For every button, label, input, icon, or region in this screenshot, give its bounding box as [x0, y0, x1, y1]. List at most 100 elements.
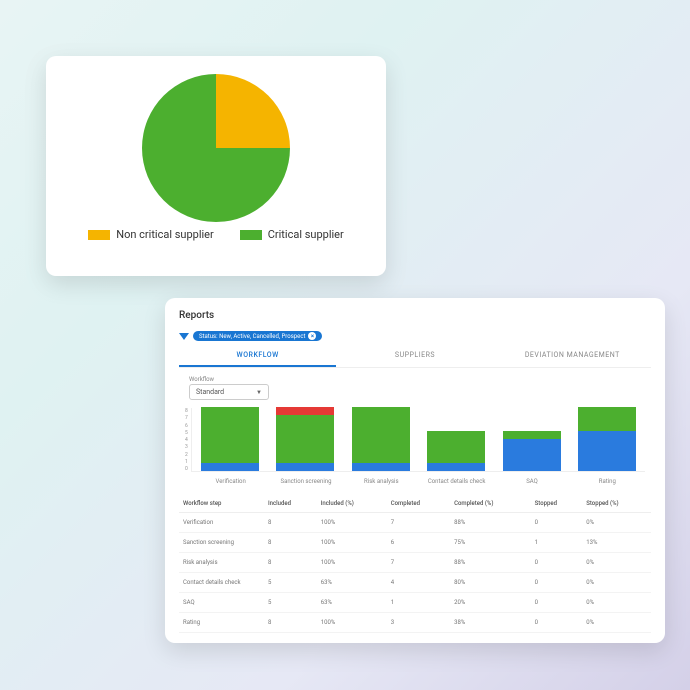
table-header: Workflow step [179, 495, 264, 513]
table-cell: 88% [450, 553, 531, 573]
table-cell: 75% [450, 533, 531, 553]
table-cell: 100% [317, 613, 387, 633]
table-row: Rating8100%338%00% [179, 613, 651, 633]
table-cell: 8 [264, 613, 317, 633]
table-header: Stopped [531, 495, 583, 513]
legend-swatch [88, 230, 110, 240]
bar-segment [503, 439, 561, 471]
legend-label: Non critical supplier [116, 228, 214, 241]
bar-labels: VerificationSanction screeningRisk analy… [193, 478, 645, 485]
bar-segment [427, 431, 485, 463]
pie-legend: Non critical supplier Critical supplier [64, 228, 368, 241]
table-cell: 80% [450, 573, 531, 593]
table-cell: 6 [387, 533, 450, 553]
table-cell: 20% [450, 593, 531, 613]
legend-label: Critical supplier [268, 228, 344, 241]
table-cell: 0% [582, 613, 651, 633]
bar [503, 431, 561, 471]
bar [352, 407, 410, 471]
legend-item-critical: Critical supplier [240, 228, 344, 241]
bar-label: Contact details check [419, 478, 494, 485]
select-value: Standard [196, 388, 224, 396]
chevron-down-icon: ▼ [256, 389, 262, 396]
table-cell: 8 [264, 513, 317, 533]
table-cell: 8 [264, 533, 317, 553]
table-cell: 13% [582, 533, 651, 553]
y-tick: 5 [185, 430, 188, 436]
y-tick: 0 [185, 466, 188, 472]
table-cell: 63% [317, 593, 387, 613]
table-cell: 4 [387, 573, 450, 593]
table-cell: 0 [531, 573, 583, 593]
reports-title: Reports [179, 310, 651, 321]
table-header-row: Workflow stepIncludedIncluded (%) Complet… [179, 495, 651, 513]
filter-icon[interactable] [179, 333, 189, 340]
table-cell: Rating [179, 613, 264, 633]
legend-item-noncritical: Non critical supplier [88, 228, 214, 241]
table-cell: Risk analysis [179, 553, 264, 573]
select-label: Workflow [189, 376, 651, 383]
table-cell: 0 [531, 513, 583, 533]
workflow-table: Workflow stepIncludedIncluded (%) Complet… [179, 495, 651, 633]
bar-label: SAQ [494, 478, 569, 485]
table-body: Verification8100%788%00%Sanction screeni… [179, 513, 651, 633]
table-cell: 0% [582, 573, 651, 593]
bar-label: Risk analysis [344, 478, 419, 485]
bar-segment [427, 463, 485, 471]
y-tick: 7 [185, 415, 188, 421]
table-cell: 5 [264, 593, 317, 613]
tabs: WORKFLOWSUPPLIERSDEVIATION MANAGEMENT [179, 345, 651, 368]
table-cell: 0 [531, 593, 583, 613]
table-cell: Verification [179, 513, 264, 533]
table-cell: 100% [317, 553, 387, 573]
bar-label: Verification [193, 478, 268, 485]
bar-segment [276, 415, 334, 463]
bar-label: Rating [570, 478, 645, 485]
y-tick: 8 [185, 408, 188, 414]
table-cell: 63% [317, 573, 387, 593]
filter-chip[interactable]: Status: New, Active, Cancelled, Prospect… [193, 331, 322, 341]
close-icon[interactable]: × [308, 332, 316, 340]
bar-segment [352, 463, 410, 471]
table-header: Included [264, 495, 317, 513]
table-cell: 88% [450, 513, 531, 533]
bar-segment [352, 407, 410, 463]
table-cell: 7 [387, 513, 450, 533]
y-tick: 3 [185, 444, 188, 450]
tab-suppliers[interactable]: SUPPLIERS [336, 345, 493, 367]
table-cell: 0% [582, 593, 651, 613]
filter-chip-label: Status: New, Active, Cancelled, Prospect [199, 333, 305, 340]
bar [427, 431, 485, 471]
table-cell: Sanction screening [179, 533, 264, 553]
table-cell: 1 [387, 593, 450, 613]
workflow-select[interactable]: Standard ▼ [189, 384, 269, 400]
tab-workflow[interactable]: WORKFLOW [179, 345, 336, 367]
table-header: Included (%) [317, 495, 387, 513]
bar-col [196, 407, 264, 471]
table-cell: 5 [264, 573, 317, 593]
bar-col [498, 431, 566, 471]
table-row: Contact details check563%480%00% [179, 573, 651, 593]
bar [578, 407, 636, 471]
bar-segment [578, 431, 636, 471]
table-cell: 100% [317, 533, 387, 553]
pie-slice [216, 74, 290, 148]
table-cell: 8 [264, 553, 317, 573]
table-cell: 0% [582, 553, 651, 573]
table-cell: 1 [531, 533, 583, 553]
table-cell: 7 [387, 553, 450, 573]
table-cell: SAQ [179, 593, 264, 613]
y-tick: 2 [185, 452, 188, 458]
pie-chart [66, 68, 366, 228]
table-cell: 3 [387, 613, 450, 633]
table-row: Sanction screening8100%675%113% [179, 533, 651, 553]
table-cell: Contact details check [179, 573, 264, 593]
table-header: Completed (%) [450, 495, 531, 513]
bar-col [573, 407, 641, 471]
tab-deviation-management[interactable]: DEVIATION MANAGEMENT [494, 345, 651, 367]
workflow-select-wrap: Workflow Standard ▼ [189, 376, 651, 400]
y-tick: 1 [185, 459, 188, 465]
bar-segment [578, 407, 636, 431]
table-cell: 0 [531, 553, 583, 573]
bar-col [347, 407, 415, 471]
